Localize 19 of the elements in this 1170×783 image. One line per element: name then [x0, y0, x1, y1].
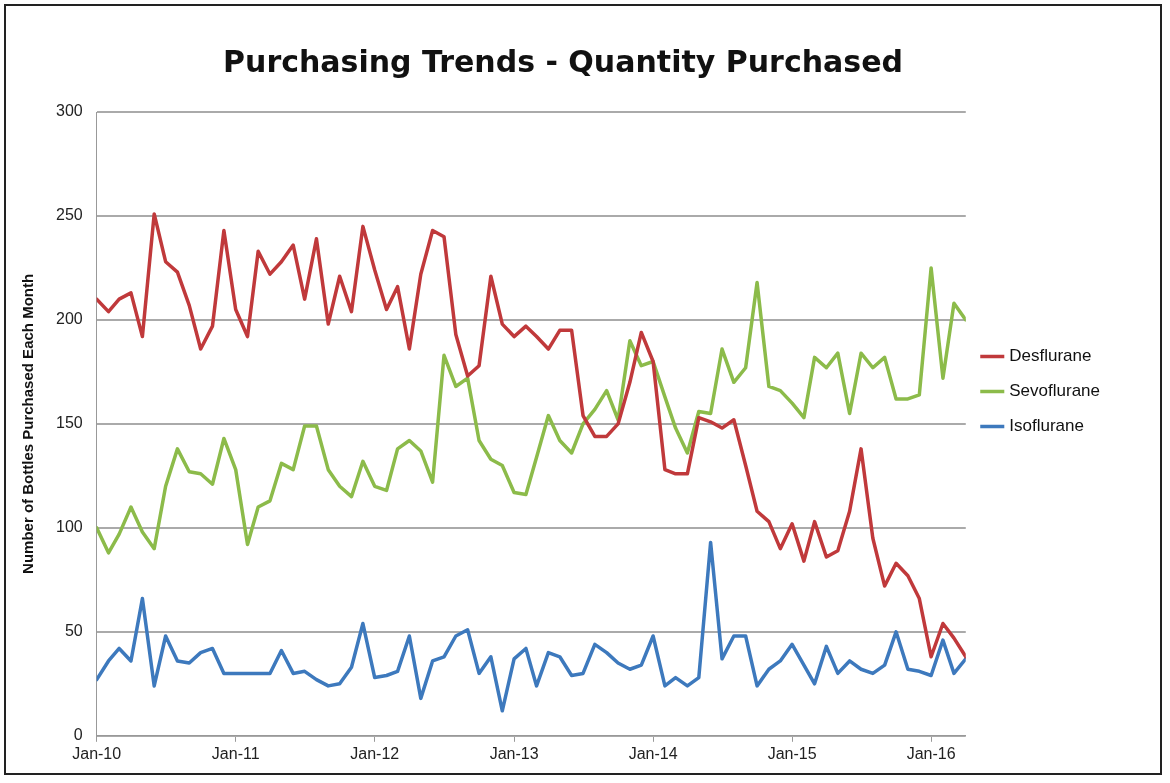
x-tick-label: Jan-14	[628, 744, 678, 762]
y-tick-label: 250	[55, 206, 83, 224]
x-tick-label: Jan-10	[72, 744, 122, 762]
x-tick-label: Jan-15	[767, 744, 817, 762]
x-tick-label: Jan-11	[211, 744, 260, 762]
x-tick-label: Jan-16	[906, 744, 956, 762]
y-tick-label: 0	[73, 726, 83, 744]
x-tick-label: Jan-13	[489, 744, 539, 762]
legend-label: Desflurane	[1009, 346, 1092, 366]
x-tick-label: Jan-12	[350, 744, 400, 762]
legend-label: Isoflurane	[1009, 416, 1084, 436]
y-tick-label: 300	[55, 102, 83, 120]
chart-title: Purchasing Trends - Quantity Purchased	[223, 43, 903, 79]
y-tick-label: 150	[55, 414, 83, 432]
y-tick-label: 200	[55, 310, 83, 328]
legend-label: Sevoflurane	[1009, 381, 1101, 401]
y-axis-title: Number of Bottles Purchased Each Month	[19, 273, 37, 574]
y-tick-label: 50	[64, 622, 83, 640]
y-tick-label: 100	[55, 518, 83, 536]
